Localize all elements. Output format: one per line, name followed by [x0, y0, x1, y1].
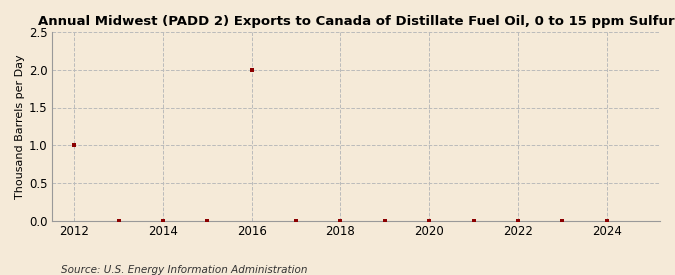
Point	[468, 219, 479, 223]
Title: Annual Midwest (PADD 2) Exports to Canada of Distillate Fuel Oil, 0 to 15 ppm Su: Annual Midwest (PADD 2) Exports to Canad…	[38, 15, 674, 28]
Point	[512, 219, 523, 223]
Y-axis label: Thousand Barrels per Day: Thousand Barrels per Day	[15, 54, 25, 199]
Point	[379, 219, 390, 223]
Point	[202, 219, 213, 223]
Point	[335, 219, 346, 223]
Point	[69, 143, 80, 147]
Point	[557, 219, 568, 223]
Point	[424, 219, 435, 223]
Point	[157, 219, 168, 223]
Point	[601, 219, 612, 223]
Point	[113, 219, 124, 223]
Point	[246, 68, 257, 72]
Text: Source: U.S. Energy Information Administration: Source: U.S. Energy Information Administ…	[61, 265, 307, 275]
Point	[291, 219, 302, 223]
